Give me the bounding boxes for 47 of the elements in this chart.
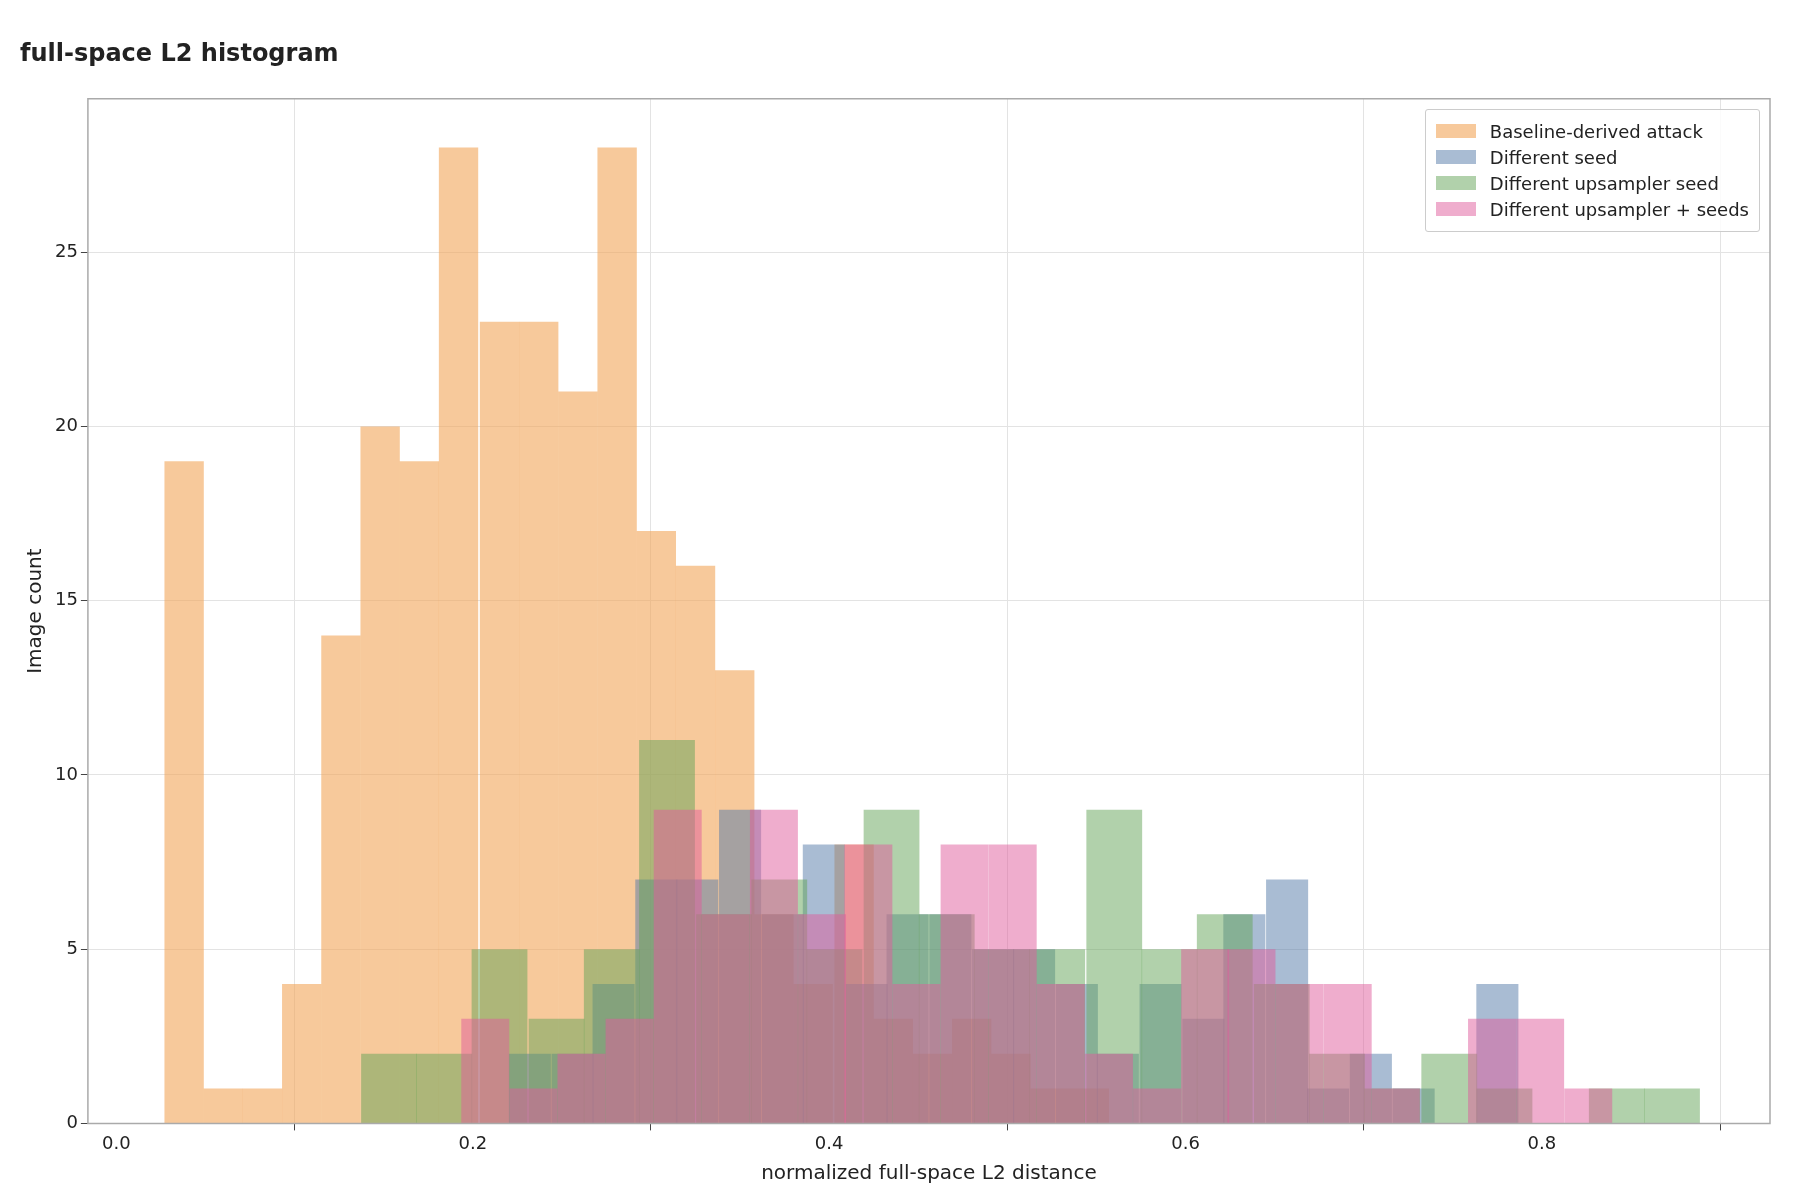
bar xyxy=(798,914,847,1124)
y-tick-label: 10 xyxy=(55,762,78,784)
bar xyxy=(1084,1053,1133,1124)
x-tick-label: 0.4 xyxy=(814,1131,844,1153)
y-tick-label: 15 xyxy=(55,588,78,610)
bar xyxy=(1133,1088,1182,1124)
bar xyxy=(1516,1018,1565,1124)
bar xyxy=(1181,949,1230,1124)
y-tick-label: 20 xyxy=(55,414,78,436)
y-axis-title: Image count xyxy=(22,548,47,674)
bar xyxy=(988,844,1037,1124)
x-tick-label: 0.0 xyxy=(102,1131,131,1153)
bar xyxy=(1644,1088,1700,1124)
bar xyxy=(509,1088,558,1124)
x-tick-label: 0.6 xyxy=(1171,1131,1200,1153)
bar xyxy=(1468,1018,1516,1124)
bar xyxy=(1323,984,1372,1124)
bar xyxy=(653,809,702,1124)
bar xyxy=(557,1053,606,1124)
x-tick-label: 0.2 xyxy=(458,1131,488,1153)
chart-title: full-space L2 histogram xyxy=(20,38,339,67)
bar xyxy=(360,426,400,1124)
bar xyxy=(1564,1088,1613,1124)
bar xyxy=(321,635,361,1124)
bar xyxy=(282,984,322,1124)
y-tick-label: 5 xyxy=(66,936,78,958)
bar xyxy=(242,1088,283,1124)
bar xyxy=(749,809,798,1124)
x-axis-title: normalized full-space L2 distance xyxy=(761,1160,1097,1185)
bar xyxy=(1036,984,1085,1124)
legend-label: Baseline-derived attack xyxy=(1489,120,1703,142)
bar xyxy=(461,1018,510,1124)
bar xyxy=(203,1088,244,1124)
bar xyxy=(361,1053,417,1124)
y-tick-label: 25 xyxy=(55,239,78,261)
bar xyxy=(844,844,893,1124)
legend-label: Different upsampler + seeds xyxy=(1489,198,1749,220)
bar xyxy=(1227,949,1276,1124)
x-tick-label: 0.8 xyxy=(1527,1131,1557,1153)
y-tick-label: 0 xyxy=(66,1111,78,1133)
bar xyxy=(892,984,941,1124)
legend-label: Different seed xyxy=(1489,146,1618,168)
bar xyxy=(1275,984,1324,1124)
legend-label: Different upsampler seed xyxy=(1489,172,1719,194)
bar xyxy=(605,1018,654,1124)
bar xyxy=(940,844,989,1124)
bar xyxy=(164,461,204,1124)
